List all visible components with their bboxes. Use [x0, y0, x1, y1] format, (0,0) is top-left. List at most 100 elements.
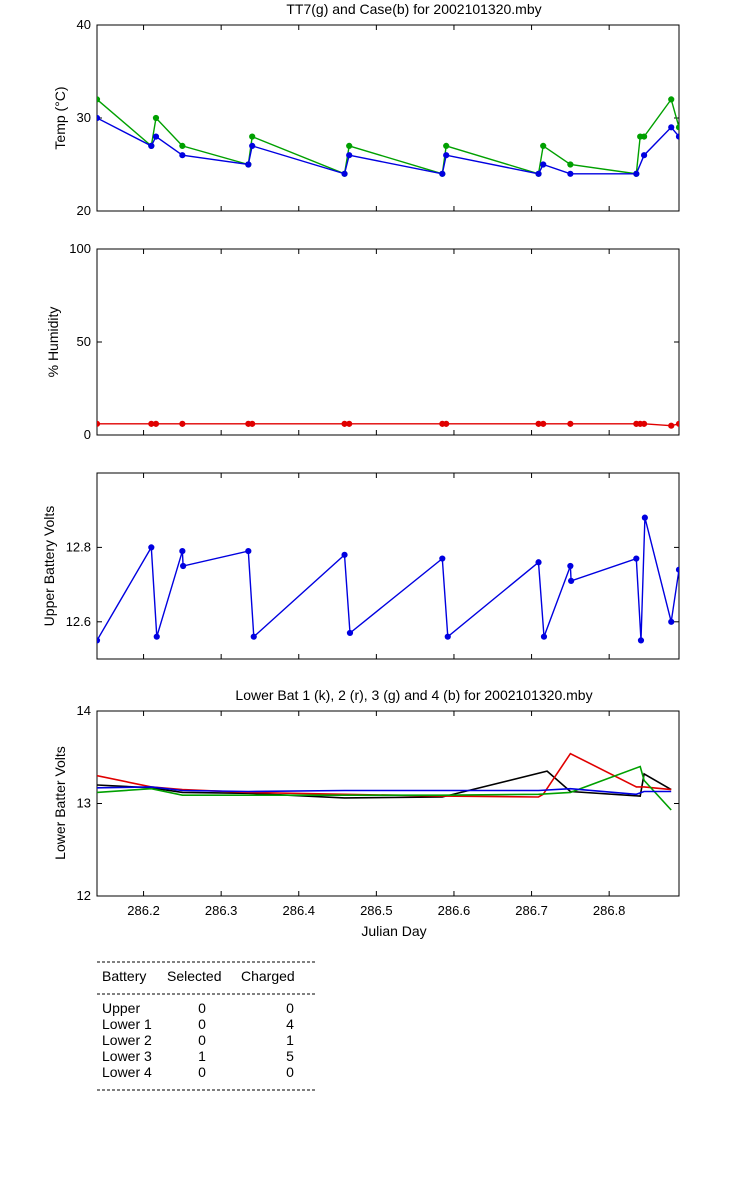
upper-battery-point	[668, 618, 675, 625]
xtick-label: 286.6	[438, 903, 471, 918]
lower-battery-series-line-lower-1	[97, 770, 672, 799]
humidity-point	[668, 422, 675, 429]
upper-battery-point	[148, 544, 155, 551]
temp-point	[567, 170, 574, 177]
humidity-ytick-label: 100	[69, 241, 91, 256]
humidity-point	[675, 420, 679, 427]
xtick-label: 286.5	[360, 903, 393, 918]
humidity-point	[567, 420, 574, 427]
temp-point	[148, 142, 155, 149]
temp-point	[249, 142, 256, 149]
temp-point	[249, 133, 256, 140]
humidity-point	[97, 420, 101, 427]
upper-battery-point	[97, 637, 101, 644]
upper-battery-point	[540, 633, 548, 640]
table-row-upper-selected: 0	[198, 1000, 206, 1016]
table-row-lower3-charged: 5	[286, 1048, 294, 1064]
xtick-label: 286.2	[127, 903, 160, 918]
humidity-point	[443, 420, 450, 427]
upper-battery-point	[346, 629, 354, 637]
temp-point	[668, 96, 675, 103]
lower-battery-plot: 12 13 14 286.2 286.3 286.4 286.5 286.6 286.7 286.…	[77, 703, 680, 918]
table-row-lower3-selected: 1	[198, 1048, 206, 1064]
table-row-lower4-charged: 0	[286, 1064, 294, 1080]
lower-battery-ytick-label: 12	[77, 888, 91, 903]
temp-chart-title: TT7(g) and Case(b) for 2002101320.mby	[286, 1, 541, 17]
upper-battery-ytick-label: 12.8	[66, 539, 91, 554]
lower-battery-axes-frame	[96, 710, 680, 897]
table-row-lower2-battery: Lower 2	[102, 1032, 152, 1048]
table-header-charged: Charged	[241, 968, 295, 984]
temp-ytick-label: 20	[77, 203, 91, 218]
upper-battery-point	[567, 562, 574, 570]
humidity-point	[152, 420, 160, 427]
xtick-label: 286.8	[593, 903, 626, 918]
temp-point	[443, 142, 450, 149]
humidity-panel: % Humidity	[45, 307, 61, 378]
lower-battery-series-line-lower-4	[97, 786, 672, 796]
temp-point	[633, 170, 640, 177]
table-row-upper-battery: Upper	[102, 1000, 140, 1016]
upper-battery-point	[568, 577, 575, 584]
upper-battery-point	[245, 548, 252, 555]
temp-panel: TT7(g) and Case(b) for 2002101320.mby Te…	[52, 1, 542, 150]
temp-point	[152, 133, 160, 140]
upper-battery-series-upper	[97, 514, 679, 644]
upper-battery-point	[675, 566, 679, 573]
humidity-plot: 0 50 100	[69, 241, 680, 442]
temp-point	[341, 170, 348, 177]
upper-battery-point	[535, 559, 542, 566]
temp-point	[97, 114, 101, 122]
humidity-point	[640, 420, 648, 427]
temp-point	[567, 161, 574, 168]
lower-battery-series-lower-1	[97, 770, 672, 799]
lower-battery-series-lower-3	[97, 765, 672, 811]
lower-battery-series-line-lower-3	[97, 765, 672, 811]
temp-ylabel: Temp (°C)	[52, 86, 68, 149]
temp-point	[535, 170, 542, 177]
upper-battery-point	[439, 555, 446, 562]
humidity-series-humidity	[97, 420, 679, 429]
lower-battery-panel: Lower Bat 1 (k), 2 (r), 3 (g) and 4 (b) …	[52, 687, 593, 939]
temp-point	[152, 114, 160, 122]
upper-battery-point	[341, 551, 348, 558]
temp-point	[245, 161, 252, 168]
upper-battery-plot: 12.6 12.8	[66, 472, 680, 660]
humidity-ytick-label: 0	[84, 427, 91, 442]
table-row-lower1-selected: 0	[198, 1016, 206, 1032]
humidity-ylabel: % Humidity	[45, 307, 61, 378]
temp-plot: 20 30 40	[77, 17, 680, 218]
temp-point	[179, 142, 186, 149]
table-row-lower3-battery: Lower 3	[102, 1048, 152, 1064]
temp-point	[640, 133, 648, 140]
temp-point	[640, 152, 648, 159]
xtick-label: 286.4	[282, 903, 315, 918]
upper-battery-point	[179, 548, 186, 555]
humidity-point	[346, 420, 353, 427]
table-row-lower1-battery: Lower 1	[102, 1016, 152, 1032]
upper-battery-ylabel: Upper Battery Volts	[41, 506, 57, 627]
table-row-lower2-charged: 1	[286, 1032, 294, 1048]
table-row-upper-charged: 0	[286, 1000, 294, 1016]
upper-battery-point	[180, 562, 187, 570]
temp-point	[675, 133, 679, 140]
temp-point	[443, 152, 450, 159]
table-row-lower4-selected: 0	[198, 1064, 206, 1080]
temp-point	[540, 142, 547, 149]
temp-ytick-label: 30	[77, 110, 91, 125]
table-row-lower2-selected: 0	[198, 1032, 206, 1048]
upper-battery-point	[637, 637, 645, 644]
upper-battery-panel: Upper Battery Volts	[41, 506, 57, 627]
table-header-selected: Selected	[167, 968, 221, 984]
upper-battery-ytick-label: 12.6	[66, 614, 91, 629]
humidity-point	[249, 420, 256, 427]
lower-battery-ytick-label: 14	[77, 703, 91, 718]
temp-point	[540, 161, 547, 168]
humidity-axes-frame	[96, 248, 680, 436]
humidity-point	[179, 420, 186, 427]
temp-point	[346, 142, 353, 149]
xtick-label: 286.3	[205, 903, 238, 918]
table-row-lower4-battery: Lower 4	[102, 1064, 152, 1080]
upper-battery-point	[641, 514, 648, 521]
